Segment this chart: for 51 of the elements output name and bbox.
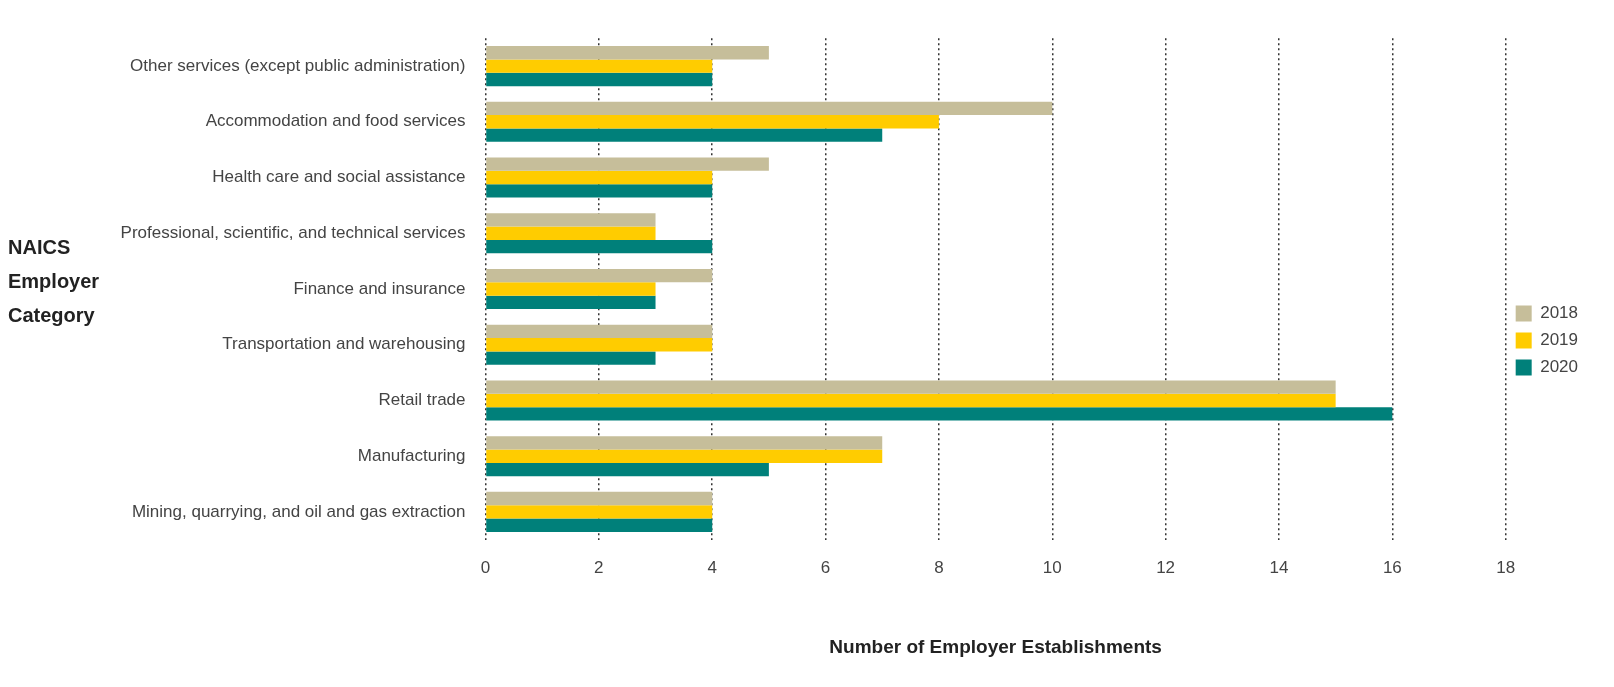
bar (486, 295, 656, 310)
legend-label: 2019 (1540, 330, 1579, 350)
x-tick-label: 0 (480, 557, 491, 577)
x-tick-label: 14 (1269, 557, 1289, 577)
y-tick-label: Manufacturing (357, 445, 466, 465)
y-tick-label: Mining, quarrying, and oil and gas extraction (131, 501, 466, 521)
x-tick-label: 18 (1496, 557, 1516, 577)
y-tick-label: Professional, scientific, and technical services (120, 222, 466, 242)
y-axis-title: NAICS Employer Category (8, 234, 101, 328)
bar (486, 170, 713, 185)
x-tick-label: 4 (707, 557, 717, 577)
bar (486, 128, 883, 142)
x-tick-label: 8 (934, 557, 944, 577)
legend-label: 2020 (1540, 357, 1579, 377)
x-axis-title: Number of Employer Establishments (829, 635, 1162, 657)
bar (486, 72, 713, 87)
bar (486, 226, 656, 240)
y-tick-label: Health care and social assistance (212, 167, 466, 187)
bar (486, 157, 769, 171)
y-tick-label: Transportation and warehousing (222, 334, 466, 354)
x-tick-label: 10 (1042, 557, 1062, 577)
x-tick-label: 16 (1382, 557, 1402, 577)
legend-label: 2018 (1540, 303, 1579, 323)
y-tick-label: Accommodation and food services (205, 111, 466, 131)
bar (486, 518, 713, 532)
bar (486, 380, 1336, 394)
y-tick-label: Retail trade (378, 390, 466, 410)
bar (486, 462, 769, 477)
bar (486, 213, 656, 227)
bar (486, 101, 1053, 116)
bar (486, 505, 713, 519)
bar (486, 338, 713, 352)
x-tick-label: 6 (820, 557, 831, 577)
bar (486, 491, 713, 506)
x-tick-label: 12 (1156, 557, 1176, 577)
bar (486, 59, 713, 73)
bar (486, 46, 769, 60)
bar (486, 407, 1393, 421)
x-tick-label: 2 (594, 557, 604, 577)
bar (486, 393, 1336, 408)
bar (486, 239, 713, 254)
bar (486, 324, 713, 339)
bar (486, 436, 883, 450)
bar (486, 184, 713, 198)
bar (486, 351, 656, 365)
bar (486, 282, 656, 296)
y-tick-label: Finance and insurance (293, 278, 466, 298)
bar (486, 449, 883, 463)
bar (486, 268, 713, 283)
bar (486, 115, 939, 129)
y-tick-label: Other services (except public administration) (130, 55, 466, 75)
